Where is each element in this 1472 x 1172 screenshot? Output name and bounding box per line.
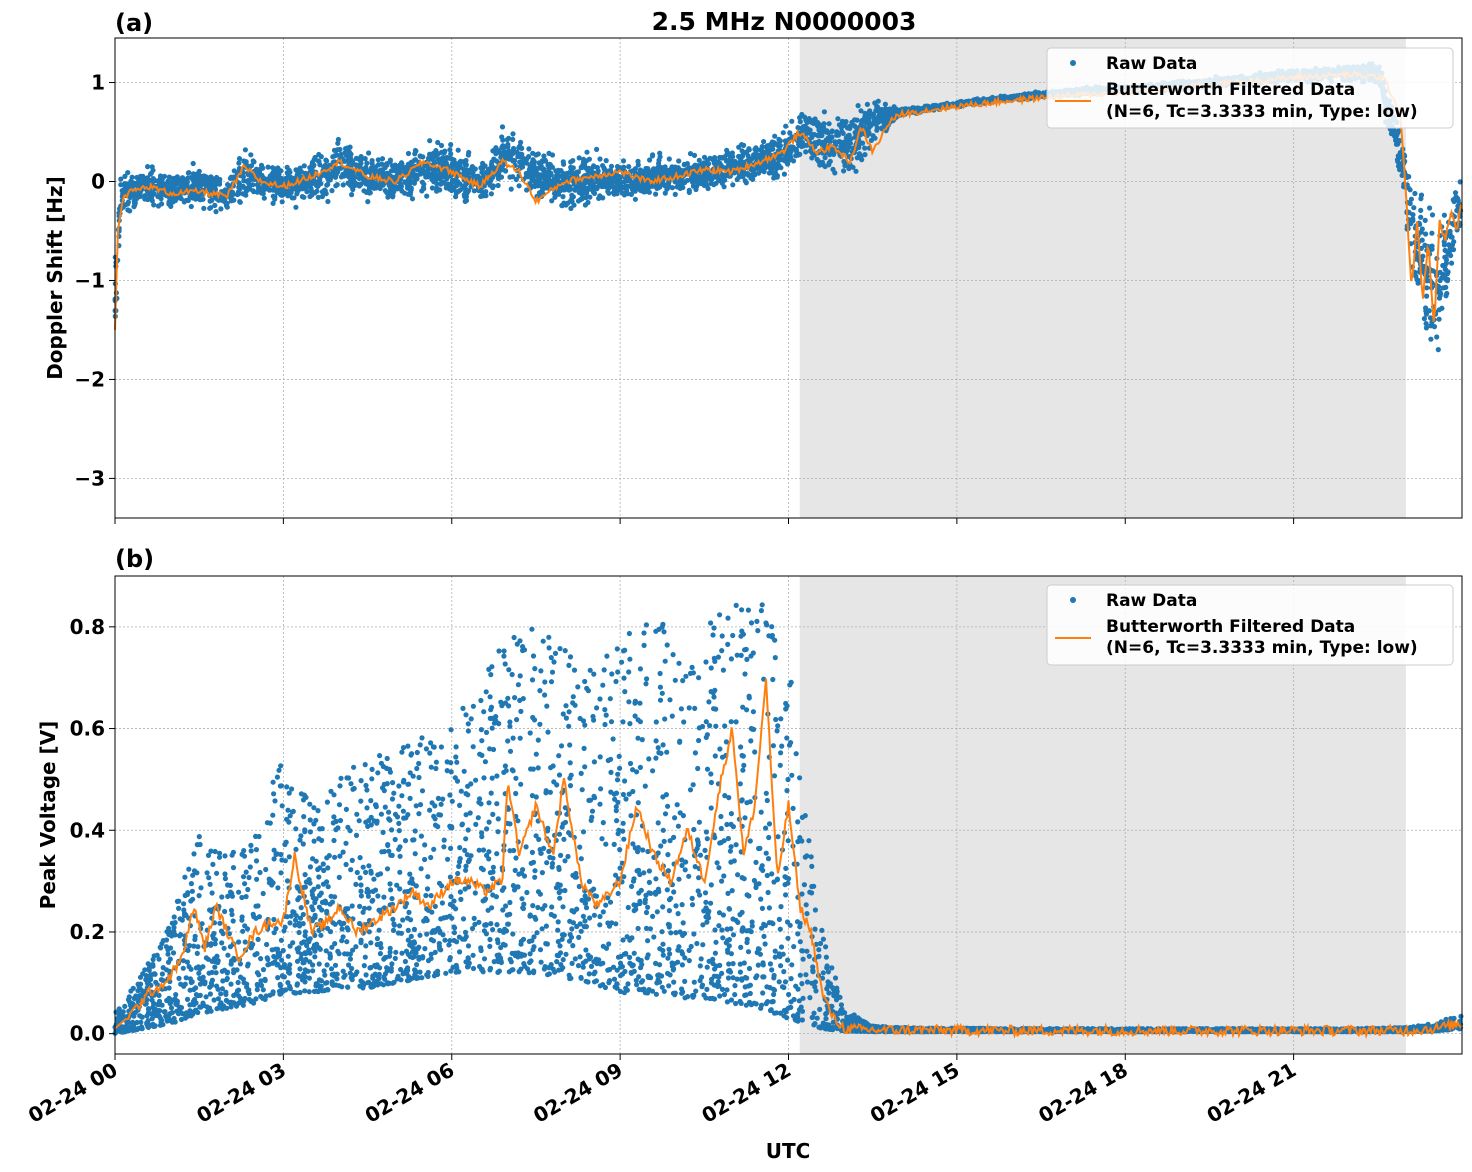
legend-raw-label-a: Raw Data (1106, 54, 1197, 74)
legend-filtered-params-b: (N=6, Tc=3.3333 min, Type: low) (1106, 638, 1418, 658)
y-tick-label-a: −2 (74, 367, 105, 391)
y-tick-label-b: 0.0 (70, 1022, 105, 1046)
x-axis-label: UTC (766, 1139, 811, 1163)
raw-data-points-b (112, 602, 1464, 1036)
y-tick-label-a: −3 (74, 466, 105, 490)
x-tick-label: 02-24 21 (1203, 1058, 1301, 1128)
raw-data-marks-b (112, 602, 1464, 1036)
legend-marker-raw-a (1070, 60, 1076, 66)
y-tick-label-a: 1 (91, 71, 105, 95)
filtered-line-b (114, 678, 1463, 1040)
panel-b: 0.0 0.2 0.4 0.6 0.8 02-24 00 02-24 03 02-24 06… (24, 545, 1464, 1163)
x-tick-label: 02-24 15 (866, 1058, 964, 1128)
x-tick-label: 02-24 12 (697, 1058, 795, 1128)
legend-box-a (1046, 47, 1454, 129)
chart-title: 2.5 MHz N0000003 (652, 7, 917, 36)
legend-filtered-params-a: (N=6, Tc=3.3333 min, Type: low) (1106, 102, 1418, 122)
filtered-data-line-b (114, 678, 1463, 1040)
panel-label-b: (b) (115, 545, 154, 573)
panel-label-a: (a) (115, 9, 153, 37)
x-tick-label: 02-24 09 (529, 1058, 627, 1128)
legend-a: Raw Data Butterworth Filtered Data (N=6,… (1046, 47, 1454, 129)
x-tick-label: 02-24 18 (1034, 1058, 1132, 1128)
y-tick-label-b: 0.2 (70, 920, 105, 944)
legend-filtered-label-b: Butterworth Filtered Data (1106, 617, 1355, 637)
legend-b: Raw Data Butterworth Filtered Data (N=6,… (1046, 584, 1454, 666)
y-tick-label-b: 0.6 (70, 717, 105, 741)
legend-filtered-label-a: Butterworth Filtered Data (1106, 80, 1355, 100)
legend-marker-raw-b (1070, 597, 1076, 603)
legend-raw-label-b: Raw Data (1106, 591, 1197, 611)
y-axis-label-a: Doppler Shift [Hz] (43, 176, 67, 380)
panel-a: 1 0 −1 −2 −3 (a) 2.5 MHz N0000003 Doppler Sh… (43, 7, 1464, 524)
y-tick-label-b: 0.4 (70, 818, 105, 842)
x-tick-label: 02-24 06 (361, 1058, 459, 1128)
legend-box-b (1046, 584, 1454, 666)
y-tick-label-b: 0.8 (70, 615, 105, 639)
y-tick-label-a: 0 (91, 170, 105, 194)
y-axis-label-b: Peak Voltage [V] (36, 721, 60, 910)
x-tick-label: 02-24 03 (192, 1058, 290, 1128)
x-tick-label: 02-24 00 (24, 1058, 122, 1128)
y-tick-label-a: −1 (74, 268, 105, 292)
